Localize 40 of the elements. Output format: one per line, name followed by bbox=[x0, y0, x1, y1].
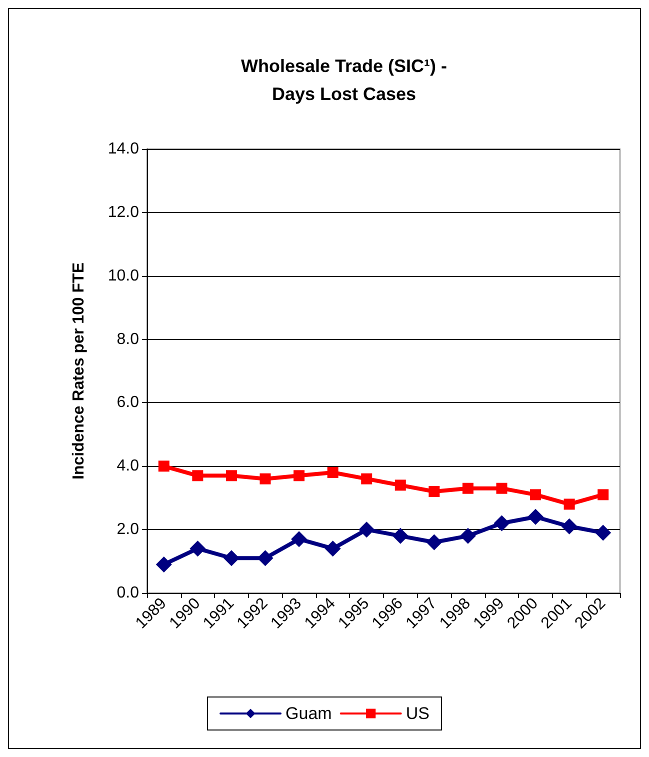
y-tick-label: 6.0 bbox=[116, 394, 140, 412]
legend-label: Guam bbox=[286, 704, 332, 723]
point bbox=[158, 460, 170, 472]
chart-title: Wholesale Trade (SIC¹) - Days Lost Cases bbox=[240, 56, 448, 104]
point bbox=[460, 528, 476, 544]
point bbox=[561, 518, 578, 534]
point bbox=[394, 480, 406, 491]
point bbox=[324, 540, 341, 557]
point bbox=[462, 482, 474, 494]
y-tick-label: 4.0 bbox=[116, 458, 140, 475]
point bbox=[223, 550, 240, 566]
point bbox=[595, 524, 612, 541]
point bbox=[528, 508, 544, 525]
point bbox=[361, 473, 372, 484]
y-tick-label: 8.0 bbox=[116, 330, 140, 348]
y-axis-title: Incidence Rates per 100 FTE bbox=[70, 262, 88, 480]
point bbox=[494, 515, 510, 532]
point bbox=[257, 550, 274, 566]
point bbox=[598, 489, 609, 500]
point bbox=[190, 540, 206, 557]
y-tick-label: 2.0 bbox=[116, 521, 140, 538]
y-tick-label: 12.0 bbox=[108, 204, 140, 221]
y-tick-label: 14.0 bbox=[108, 140, 140, 158]
point bbox=[392, 528, 408, 544]
point bbox=[291, 531, 308, 548]
point bbox=[294, 470, 305, 482]
y-tick-label: 0.0 bbox=[116, 584, 140, 602]
point bbox=[192, 470, 204, 482]
point bbox=[358, 522, 375, 538]
point bbox=[260, 473, 271, 484]
point bbox=[327, 466, 338, 478]
point bbox=[428, 486, 440, 498]
point bbox=[496, 482, 508, 494]
point bbox=[426, 534, 442, 550]
point bbox=[156, 556, 172, 572]
y-tick-label: 10.0 bbox=[108, 267, 140, 284]
point bbox=[530, 489, 542, 500]
point bbox=[226, 470, 237, 482]
legend-label: US bbox=[406, 704, 430, 723]
point bbox=[564, 498, 575, 510]
